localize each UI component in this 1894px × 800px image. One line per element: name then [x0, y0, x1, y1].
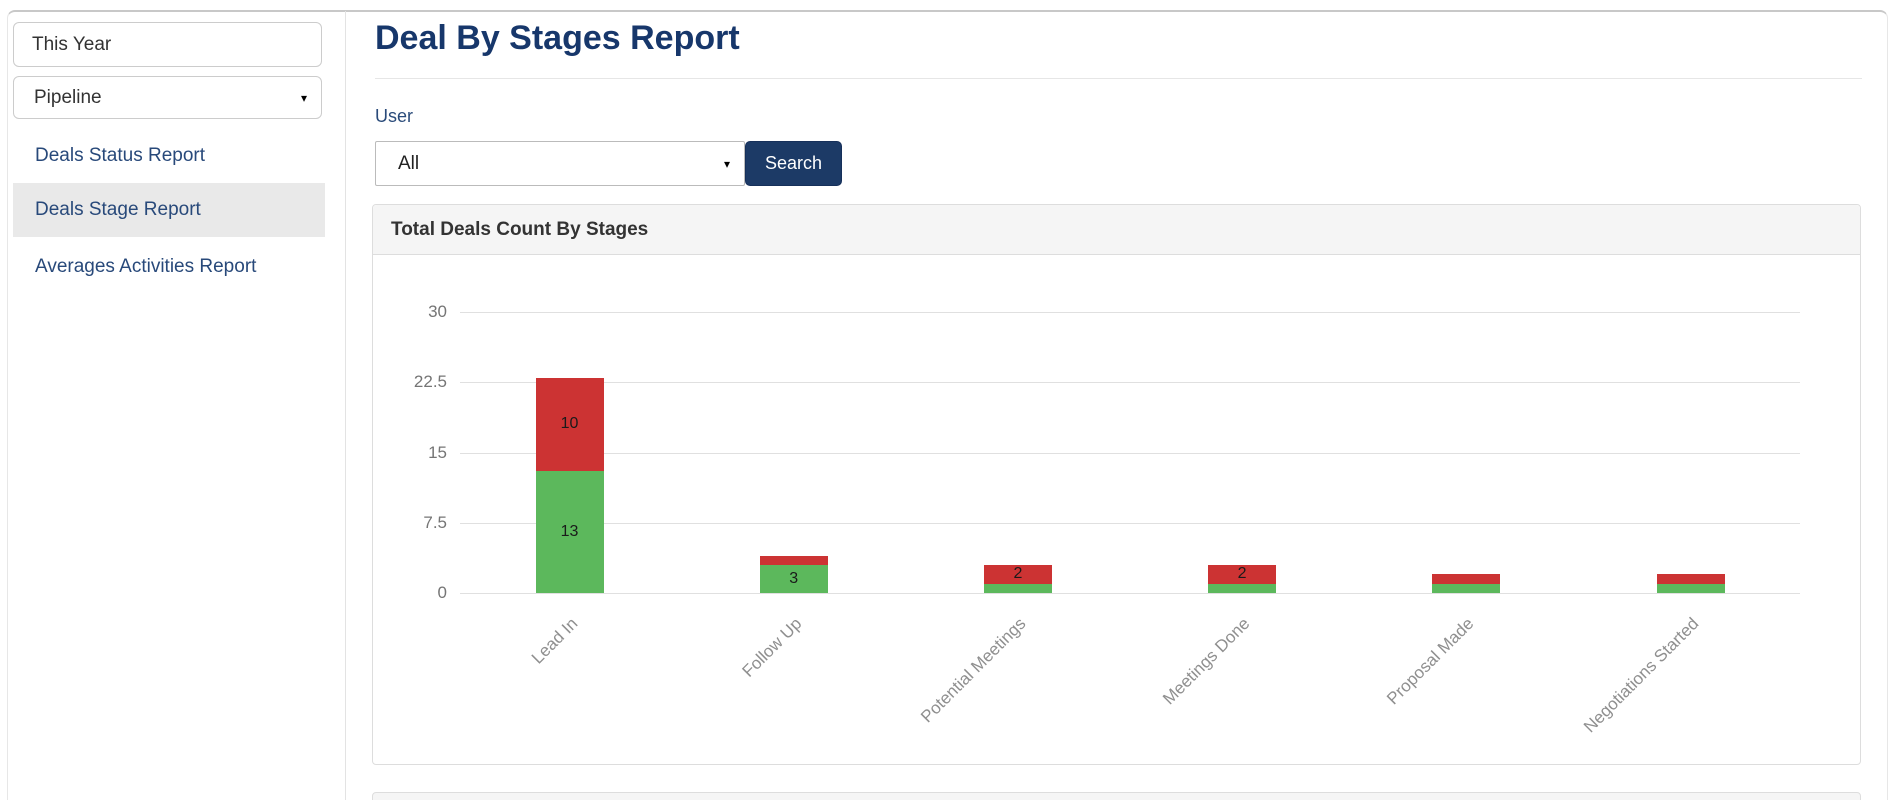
bar-potential-meetings[interactable]: 2: [983, 564, 1052, 593]
sidebar-item-label: Deals Status Report: [35, 145, 206, 166]
page-title: Deal By Stages Report: [375, 19, 740, 57]
user-select-value: All: [398, 152, 420, 174]
sidebar-item-deals-status-report[interactable]: Deals Status Report: [13, 129, 325, 183]
chart-plot: 0 7.5 15 22.5 30 10 13 Lead In 3 Follow Up 2 Potent…: [373, 255, 1860, 764]
red-segment: [1656, 574, 1725, 584]
bar-follow-up[interactable]: 3: [759, 555, 828, 593]
search-button[interactable]: Search: [745, 141, 842, 186]
chevron-down-icon: ▾: [300, 90, 307, 105]
sidebar-item-deals-stage-report[interactable]: Deals Stage Report: [13, 183, 325, 237]
panel-header: Total Deals Count By Stages: [373, 205, 1860, 255]
green-segment: 13: [535, 471, 604, 593]
y-gridline: [460, 452, 1800, 454]
user-select[interactable]: All ▾: [375, 141, 745, 186]
green-segment: 3: [759, 564, 828, 593]
green-segment: [1656, 583, 1725, 593]
panel-title: Total Deals Count By Stages: [391, 218, 649, 240]
red-segment: [759, 555, 828, 565]
y-gridline: [460, 312, 1800, 313]
red-segment: 10: [535, 377, 604, 472]
user-filter-label: User: [375, 106, 414, 126]
next-panel-partial: [372, 792, 1861, 800]
green-segment: [1432, 583, 1501, 593]
bar-proposal-made[interactable]: [1432, 574, 1501, 593]
green-segment: [1208, 583, 1277, 593]
sidebar-item-label: Averages Activities Report: [35, 256, 257, 277]
sidebar-item-averages-activities-report[interactable]: Averages Activities Report: [13, 240, 325, 294]
y-axis-tick: 30: [428, 302, 447, 321]
bar-lead-in[interactable]: 10 13: [535, 377, 604, 593]
y-gridline: [460, 382, 1800, 384]
sidebar-item-label: Deals Stage Report: [35, 199, 201, 220]
bar-meetings-done[interactable]: 2: [1208, 564, 1277, 593]
red-segment: 2: [1208, 564, 1277, 584]
y-axis-tick: 0: [437, 583, 447, 602]
pipeline-select-value: Pipeline: [34, 86, 102, 108]
y-axis-tick: 15: [428, 442, 447, 462]
green-segment: [983, 583, 1052, 593]
title-divider: [375, 78, 1862, 79]
y-axis-tick: 22.5: [413, 372, 447, 392]
red-segment: [1432, 574, 1501, 584]
red-segment: 2: [983, 564, 1052, 584]
date-filter-input[interactable]: [13, 22, 322, 67]
pipeline-select[interactable]: Pipeline ▾: [13, 76, 322, 119]
sidebar-divider: [345, 11, 346, 800]
y-gridline: [460, 522, 1800, 524]
y-axis-tick: 7.5: [423, 512, 447, 532]
chevron-down-icon: ▾: [723, 156, 730, 171]
deals-count-panel: Total Deals Count By Stages 0 7.5 15 22.5 30…: [372, 204, 1861, 765]
y-gridline: [460, 593, 1800, 594]
bar-negotiations-started[interactable]: [1656, 574, 1725, 593]
